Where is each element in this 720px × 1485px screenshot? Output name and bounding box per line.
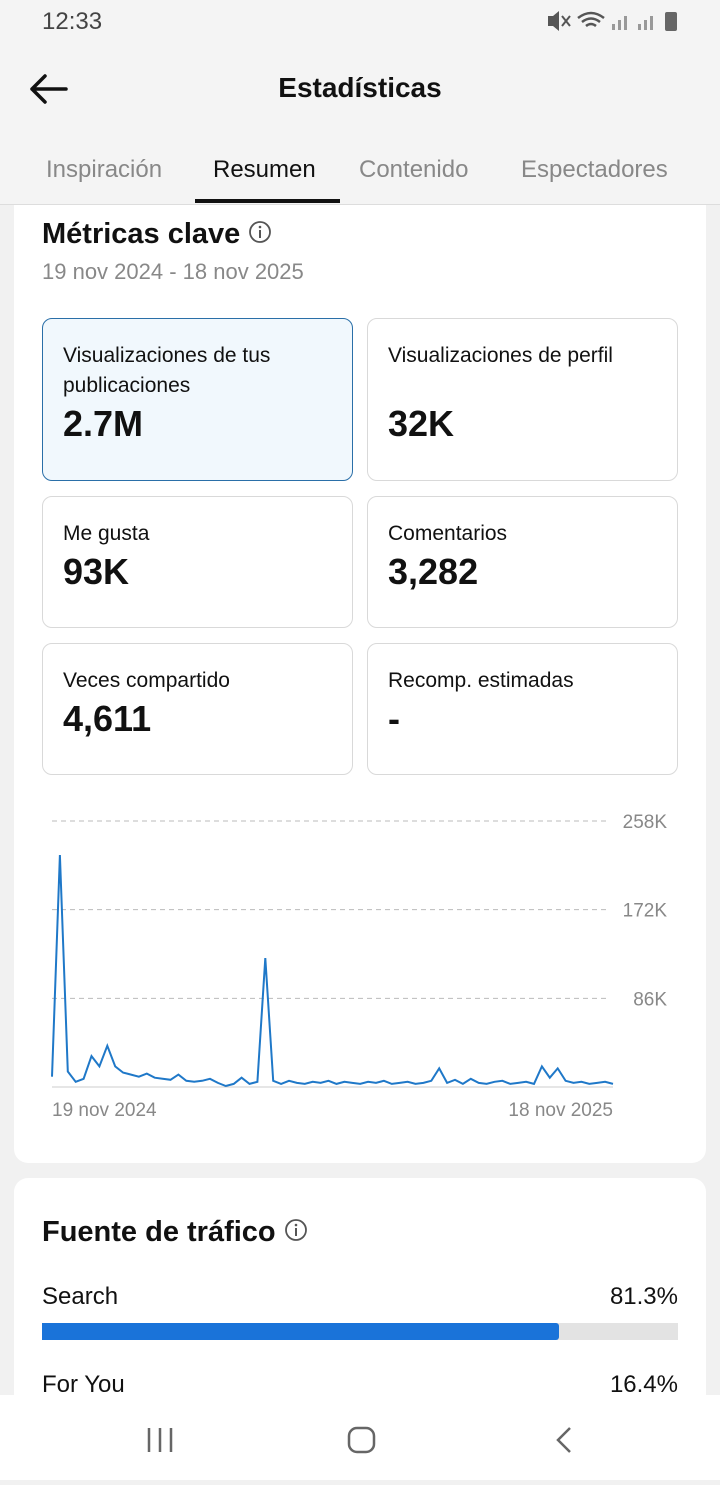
metric-label: Recomp. estimadas <box>388 669 574 692</box>
metric-card[interactable]: Visualizaciones de tus publicaciones 2.7M <box>42 318 353 481</box>
title-text: Fuente de tráfico <box>42 1216 276 1248</box>
tab[interactable]: Espectadores <box>521 156 668 183</box>
metric-card[interactable]: Veces compartido 4,611 <box>42 643 353 775</box>
section-title: Fuente de tráfico <box>42 1216 308 1249</box>
tab-bar: Inspiración Resumen Contenido Espectadores <box>0 150 720 205</box>
y-tick-label: 172K <box>623 901 668 922</box>
y-tick-label: 86K <box>633 989 667 1010</box>
x-tick-label: 18 nov 2025 <box>508 1100 613 1121</box>
status-icons <box>548 11 677 31</box>
metric-value: - <box>388 698 400 739</box>
traffic-name: For You <box>42 1371 125 1398</box>
nav-bar <box>0 1395 720 1480</box>
back-nav-button[interactable] <box>556 1427 571 1453</box>
header-title: Estadísticas <box>278 72 442 103</box>
back-button[interactable] <box>28 72 72 106</box>
metric-card[interactable]: Recomp. estimadas - <box>367 643 678 775</box>
section-title: Métricas clave <box>42 218 272 251</box>
metric-label: Veces compartido <box>63 669 230 692</box>
traffic-percent: 81.3% <box>609 1283 678 1310</box>
traffic-track <box>42 1323 678 1340</box>
recents-button[interactable] <box>147 1428 173 1452</box>
y-tick-label: 258K <box>623 812 668 833</box>
status-time: 12:33 <box>42 8 103 35</box>
date-range: 19 nov 2024 - 18 nov 2025 <box>42 259 304 284</box>
info-icon[interactable] <box>284 1218 308 1242</box>
nav-icons <box>147 1426 571 1454</box>
info-icon[interactable] <box>248 220 272 244</box>
traffic-percent: 16.4% <box>609 1371 678 1398</box>
top-area <box>0 0 720 205</box>
traffic-name: Search <box>42 1283 119 1310</box>
metric-value: 3,282 <box>388 551 479 592</box>
metric-card[interactable]: Me gusta 93K <box>42 496 353 628</box>
metric-label: Me gusta <box>63 522 150 545</box>
metric-card[interactable]: Visualizaciones de perfil 32K <box>367 318 678 481</box>
metric-label: Comentarios <box>388 522 508 545</box>
x-tick-label: 19 nov 2024 <box>52 1100 157 1121</box>
metric-value: 2.7M <box>63 403 144 444</box>
metric-value: 93K <box>63 551 130 592</box>
traffic-bar <box>42 1323 560 1340</box>
home-button[interactable] <box>347 1426 376 1454</box>
metric-card[interactable]: Comentarios 3,282 <box>367 496 678 628</box>
metric-value: 32K <box>388 403 455 444</box>
tab[interactable]: Resumen <box>213 156 316 183</box>
tab-indicator <box>195 199 340 203</box>
title-text: Métricas clave <box>42 218 241 250</box>
tab[interactable]: Contenido <box>359 156 469 183</box>
data-line <box>51 854 614 1088</box>
line-chart: 86K 172K 258K 19 nov 2024 18 nov 2025 <box>51 812 668 1121</box>
metric-value: 4,611 <box>63 698 152 739</box>
tab[interactable]: Inspiración <box>46 156 163 183</box>
metric-label: Visualizaciones de perfil <box>388 344 613 367</box>
metric-label: Visualizaciones de tus publicaciones <box>63 344 271 397</box>
